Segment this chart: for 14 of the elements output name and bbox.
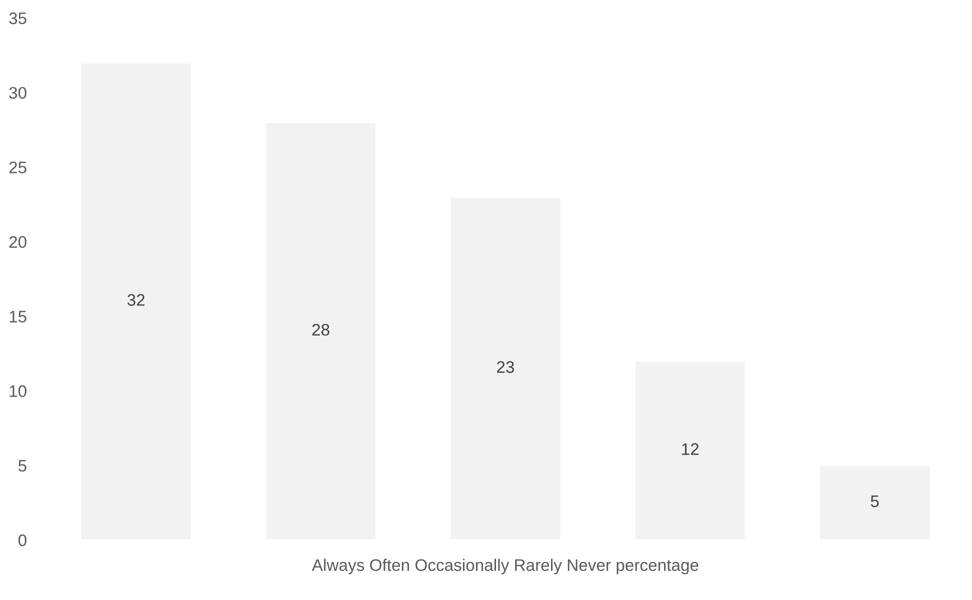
y-tick-label: 10 (10, 385, 26, 398)
data-label: 5 (870, 496, 879, 508)
y-tick-label: 5 (18, 460, 26, 472)
data-label: 32 (127, 294, 145, 306)
y-tick-label: 25 (9, 162, 26, 174)
y-tick-label: 20 (9, 236, 26, 248)
y-tick-label: 35 (9, 12, 26, 24)
y-tick-label: 0 (18, 534, 26, 546)
y-tick-label: 30 (9, 86, 26, 99)
data-label: 28 (312, 324, 330, 336)
x-axis-title: Always Often Occasionally Rarely Never percentage (312, 558, 698, 574)
data-label: 23 (497, 361, 514, 373)
y-tick-label: 15 (10, 310, 26, 322)
data-label: 12 (682, 443, 699, 455)
